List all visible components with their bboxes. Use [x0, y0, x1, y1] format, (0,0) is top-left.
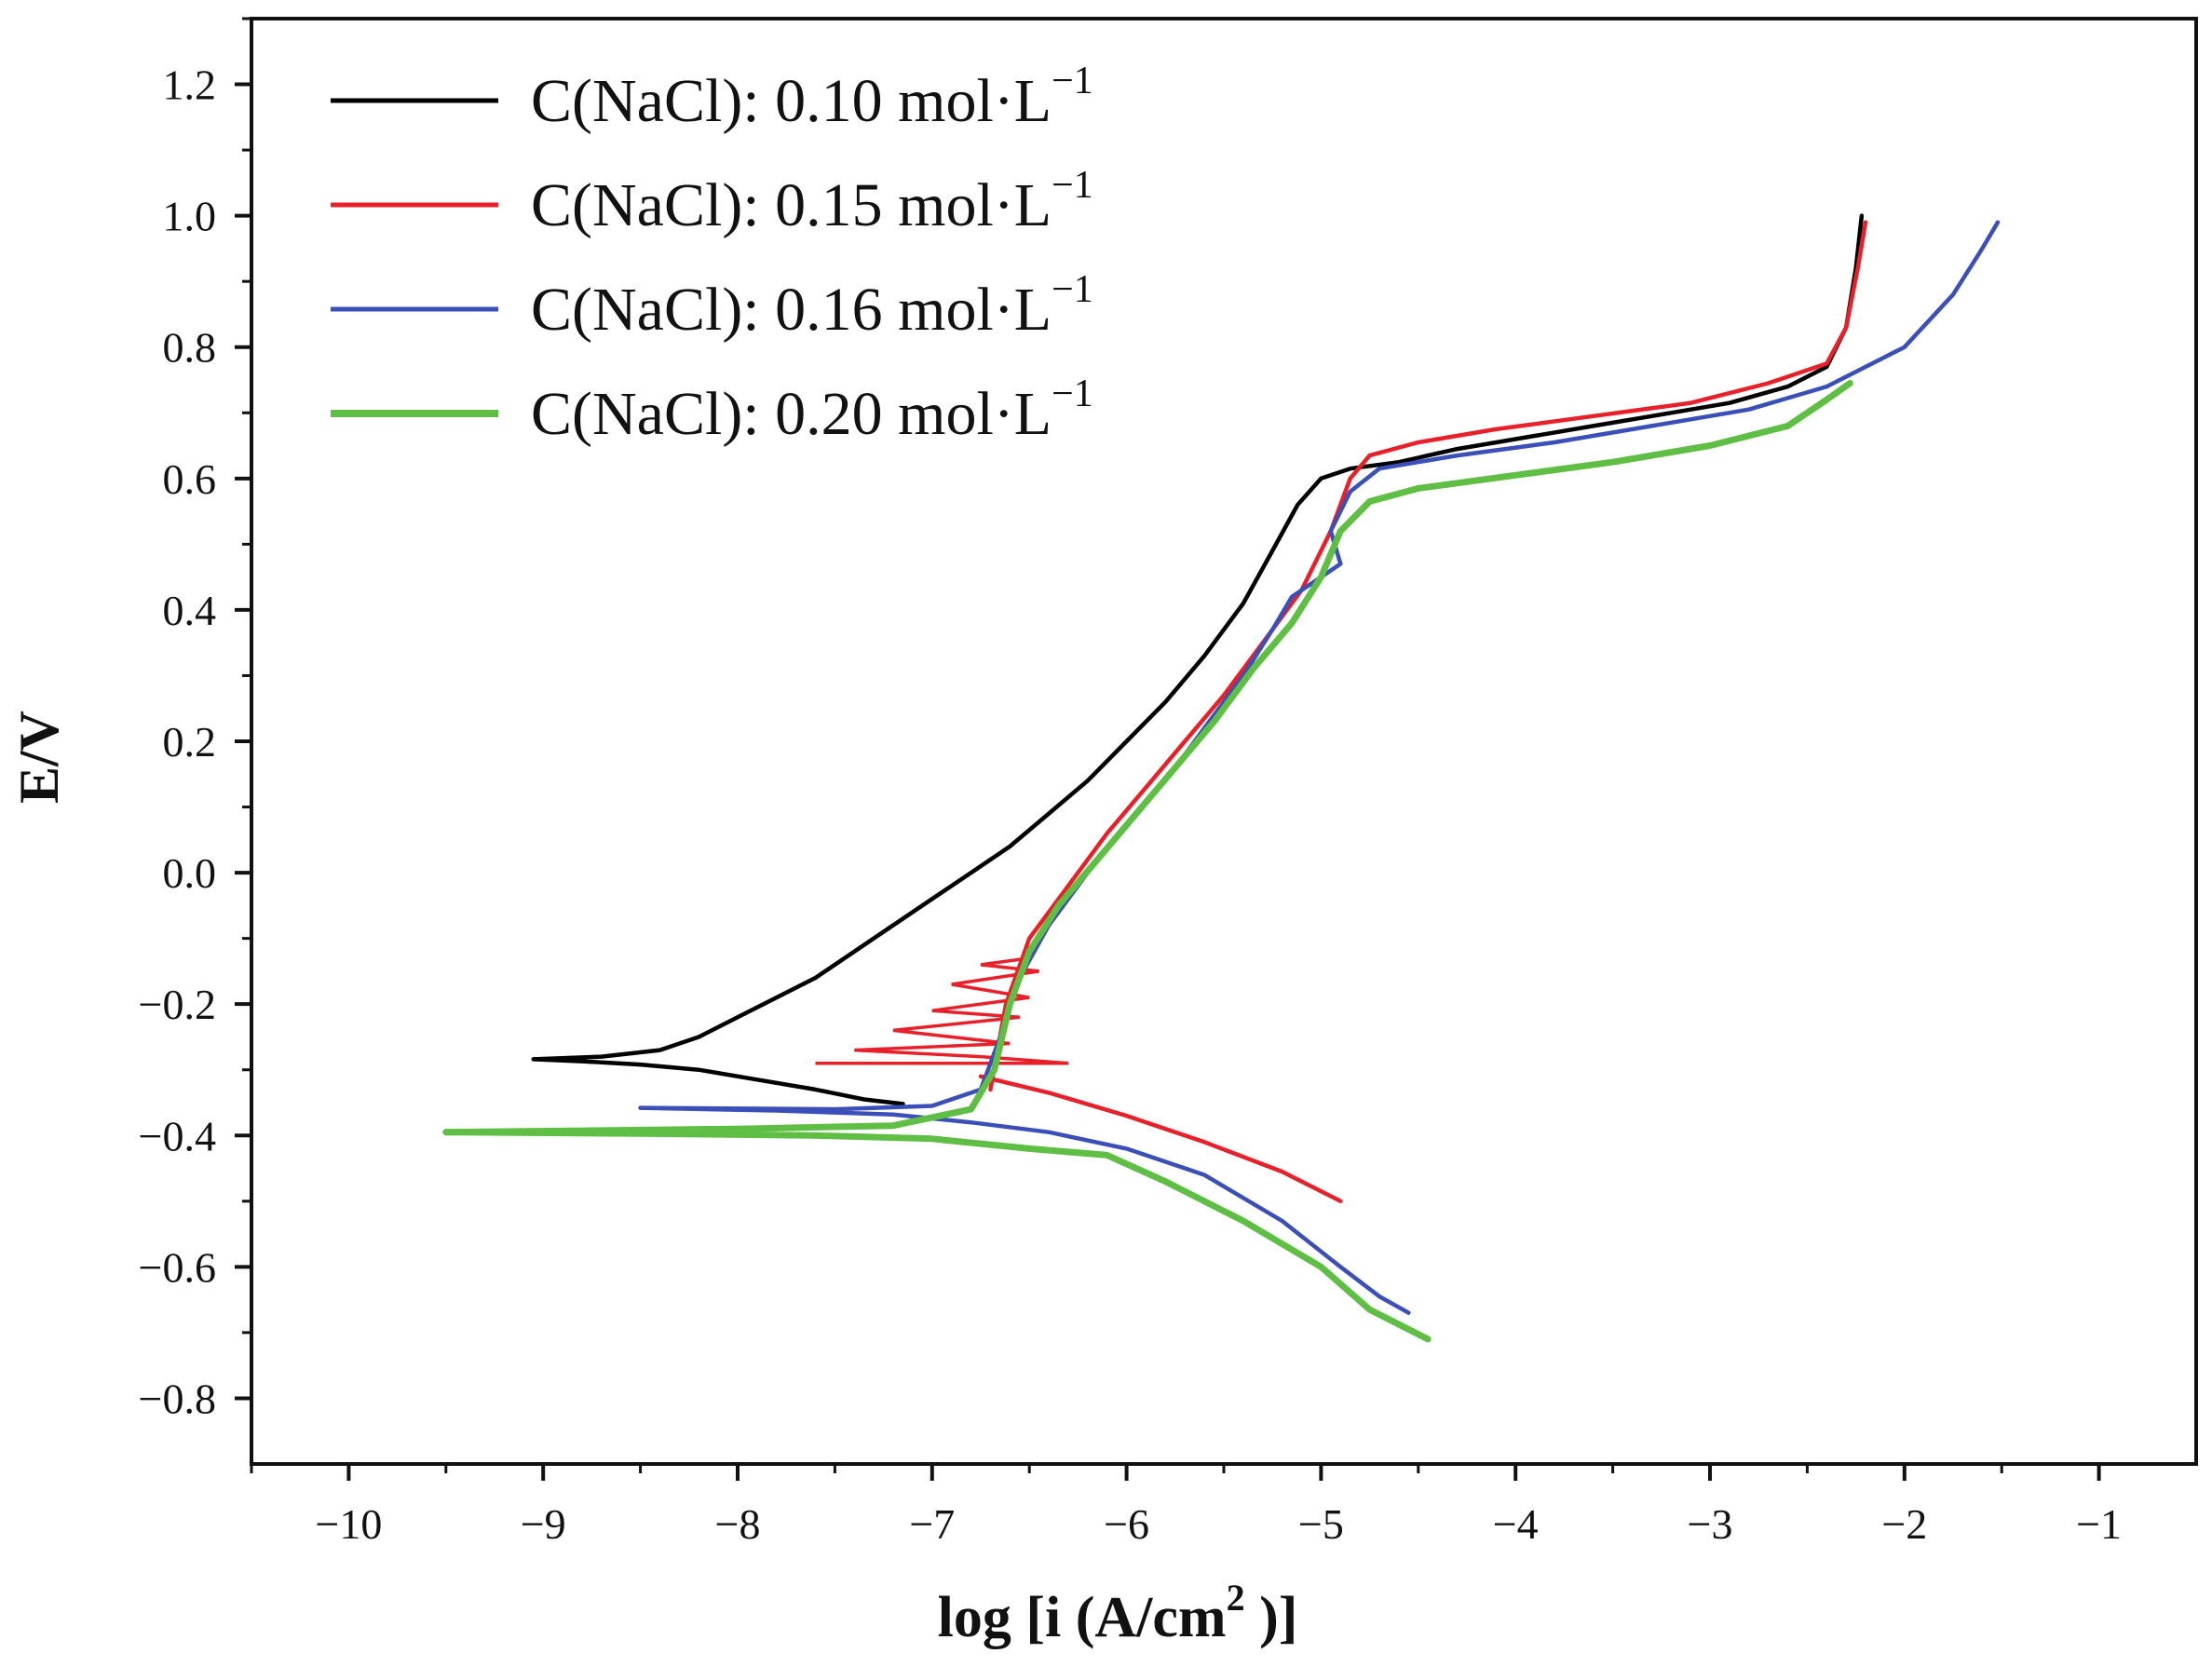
x-tick-label: −6 — [1104, 1500, 1149, 1548]
y-tick-label: 0.0 — [163, 849, 217, 897]
y-tick-label: −0.4 — [139, 1112, 216, 1159]
x-tick-label: −7 — [909, 1500, 955, 1548]
y-tick-label: 1.0 — [163, 193, 217, 240]
x-tick-label: −10 — [315, 1500, 382, 1548]
x-tick-label: −8 — [715, 1500, 761, 1548]
legend-label: C(NaCl): 0.16 mol·L−1 — [531, 268, 1093, 344]
x-tick-label: −1 — [2076, 1500, 2122, 1548]
x-tick-label: −2 — [1881, 1500, 1927, 1548]
y-tick-label: 0.2 — [163, 718, 217, 766]
legend-label: C(NaCl): 0.20 mol·L−1 — [531, 373, 1093, 448]
legend-label: C(NaCl): 0.10 mol·L−1 — [531, 60, 1093, 135]
series-cathodic-line — [638, 1105, 1411, 1315]
x-tick-label: −9 — [521, 1500, 566, 1548]
series-cathodic-line — [978, 1074, 1343, 1204]
series-1 — [531, 213, 1865, 1106]
series-4 — [442, 380, 1853, 1343]
y-tick-label: −0.6 — [139, 1243, 216, 1291]
y-tick-label: 0.4 — [163, 587, 217, 634]
series-anodic-line — [531, 213, 1865, 1062]
x-tick-label: −3 — [1688, 1500, 1733, 1548]
y-tick-label: −0.2 — [139, 981, 216, 1028]
legend: C(NaCl): 0.10 mol·L−1 C(NaCl): 0.15 mol·L… — [331, 60, 1093, 448]
series-anodic-line — [442, 380, 1853, 1136]
series-cathodic-line — [531, 1057, 905, 1106]
series-anodic-line — [988, 220, 1868, 1092]
legend-label: C(NaCl): 0.15 mol·L−1 — [531, 164, 1093, 239]
y-tick-label: −0.8 — [139, 1375, 216, 1422]
x-tick-label: −4 — [1493, 1500, 1539, 1548]
x-tick-label: −5 — [1298, 1500, 1344, 1548]
series-cathodic-line — [442, 1129, 1432, 1343]
y-tick-label: 0.6 — [163, 455, 217, 503]
y-axis-label: E/V — [8, 711, 70, 804]
y-tick-label: 0.8 — [163, 324, 217, 372]
y-tick-label: 1.2 — [163, 61, 217, 109]
